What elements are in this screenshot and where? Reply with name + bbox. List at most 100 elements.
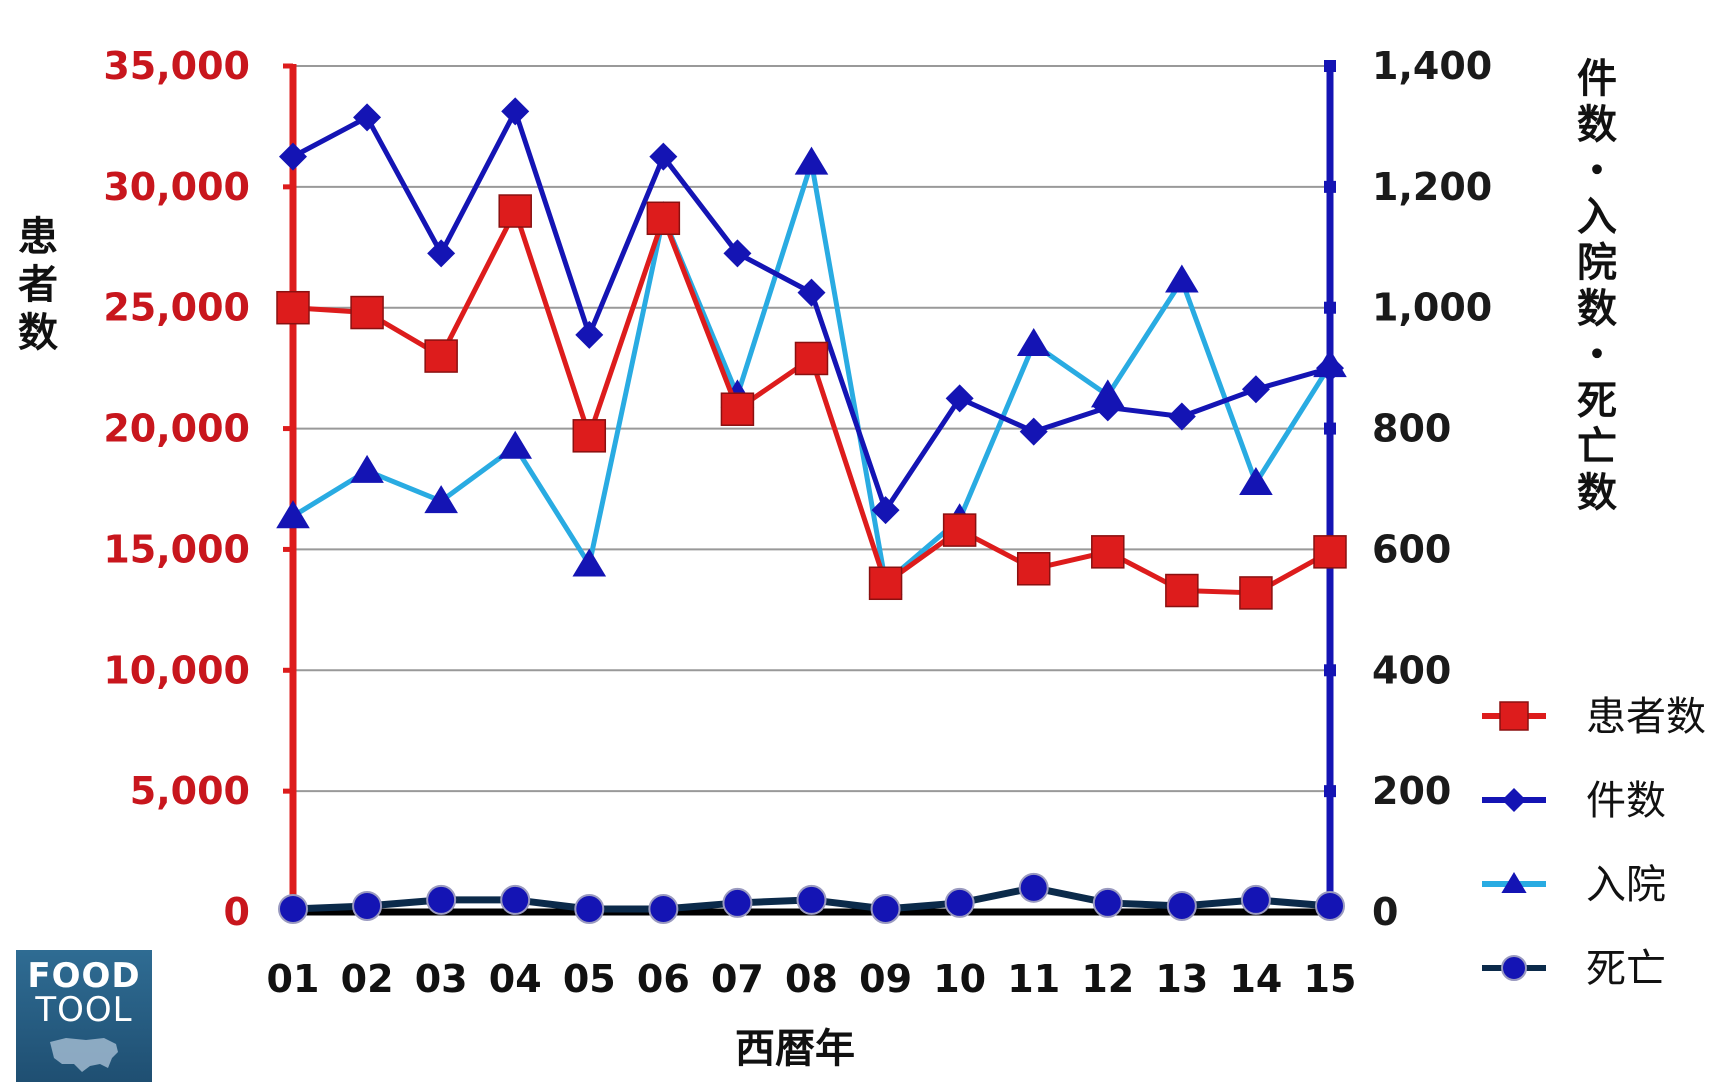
right-tick-label: 1,000 <box>1372 286 1492 330</box>
legend-label: 患者数 <box>1586 694 1706 740</box>
left-tick-label: 20,000 <box>103 407 250 451</box>
data-point <box>1167 402 1196 431</box>
x-tick-label: 03 <box>415 957 468 1001</box>
x-tick-label: 11 <box>1007 957 1060 1001</box>
data-point <box>1019 417 1048 446</box>
data-point <box>1502 788 1526 812</box>
data-point <box>1501 955 1527 981</box>
x-tick-label: 09 <box>859 957 912 1001</box>
x-tick-label: 02 <box>341 957 394 1001</box>
right-axis-title-char: 件 <box>1577 56 1617 102</box>
left-tick-label: 15,000 <box>103 527 250 571</box>
x-tick-label: 04 <box>489 957 542 1001</box>
x-tick-label: 14 <box>1229 957 1282 1001</box>
x-axis-title: 西暦年 <box>735 1026 855 1072</box>
right-axis-title-char: ・ <box>1577 148 1617 194</box>
legend-label: 件数 <box>1586 778 1666 824</box>
left-tick-label: 0 <box>224 890 250 934</box>
data-point <box>868 566 903 601</box>
data-point <box>723 239 752 268</box>
data-point <box>1165 264 1199 293</box>
data-point <box>501 97 530 126</box>
right-axis-title-char: 院 <box>1577 240 1617 286</box>
series-4 <box>278 872 1345 924</box>
data-point <box>426 884 457 915</box>
legend-label: 死亡 <box>1586 946 1666 992</box>
data-point <box>1315 890 1345 921</box>
data-point <box>794 146 829 175</box>
right-tick-mark <box>1324 785 1336 798</box>
data-point <box>1501 872 1527 893</box>
right-axis-title-char: 数 <box>1577 470 1617 516</box>
data-point <box>871 496 900 525</box>
data-point <box>279 142 307 171</box>
data-point <box>1091 535 1125 569</box>
x-tick-label: 06 <box>637 957 690 1001</box>
data-point <box>648 893 679 924</box>
data-point <box>720 392 755 426</box>
x-tick-label: 08 <box>785 957 838 1001</box>
data-point <box>350 454 384 483</box>
data-point <box>498 430 533 459</box>
data-point <box>350 295 384 330</box>
data-point <box>1016 552 1051 586</box>
data-point <box>942 513 977 547</box>
data-point <box>276 500 310 529</box>
right-axis-title-char: 数 <box>1577 102 1617 148</box>
logo-line1: FOOD <box>27 956 141 996</box>
data-point <box>572 419 607 453</box>
data-point <box>1241 375 1270 404</box>
data-point <box>945 384 974 413</box>
data-point <box>1239 576 1273 610</box>
right-axis-ticks: 0 200 400 600 800 1,000 1,200 1,400 <box>1324 44 1492 934</box>
right-tick-label: 0 <box>1372 890 1398 934</box>
data-point <box>794 341 829 376</box>
right-axis-title-char: 死 <box>1577 378 1617 424</box>
right-tick-label: 400 <box>1372 648 1451 692</box>
left-axis-title-char: 数 <box>18 310 58 356</box>
x-tick-label: 13 <box>1155 957 1208 1001</box>
us-map-icon <box>50 1038 118 1072</box>
right-tick-label: 1,400 <box>1372 44 1492 88</box>
data-point <box>1016 327 1051 356</box>
data-point <box>1093 393 1122 422</box>
right-tick-label: 600 <box>1372 527 1451 571</box>
left-axis-title-char: 患 <box>18 214 58 260</box>
data-point <box>944 887 975 918</box>
left-tick-label: 10,000 <box>103 648 250 692</box>
data-point <box>1499 701 1529 731</box>
axes <box>289 64 1334 916</box>
series-layer <box>276 97 1347 924</box>
x-tick-label: 05 <box>563 957 616 1001</box>
right-tick-label: 1,200 <box>1372 165 1492 209</box>
left-tick-label: 25,000 <box>103 286 250 330</box>
series-1 <box>276 194 1347 610</box>
right-axis-title-char: 入 <box>1577 194 1617 240</box>
food-tool-logo: FOOD TOOL <box>16 950 152 1082</box>
legend-item: 患者数 <box>1482 694 1706 740</box>
data-point <box>424 339 458 373</box>
x-tick-label: 01 <box>267 957 320 1001</box>
legend-item: 件数 <box>1482 778 1666 824</box>
x-axis-ticks: 01 02 03 04 05 06 07 08 09 10 11 12 13 14 15 <box>267 957 1357 1001</box>
series-2 <box>279 97 1344 525</box>
series-line <box>292 208 1332 596</box>
data-point <box>870 893 901 924</box>
logo-line2: TOOL <box>35 990 133 1030</box>
x-tick-label: 10 <box>933 957 986 1001</box>
left-tick-label: 30,000 <box>103 165 250 209</box>
data-point <box>722 887 753 918</box>
data-point <box>1316 354 1344 383</box>
data-point <box>276 290 310 325</box>
right-tick-label: 800 <box>1372 407 1451 451</box>
data-point <box>352 890 383 921</box>
data-point <box>649 142 678 171</box>
data-point <box>353 103 382 132</box>
right-axis-title-char: ・ <box>1577 332 1617 378</box>
data-point <box>427 239 456 268</box>
left-axis-title-char: 者 <box>18 262 58 308</box>
data-point <box>1092 887 1123 918</box>
